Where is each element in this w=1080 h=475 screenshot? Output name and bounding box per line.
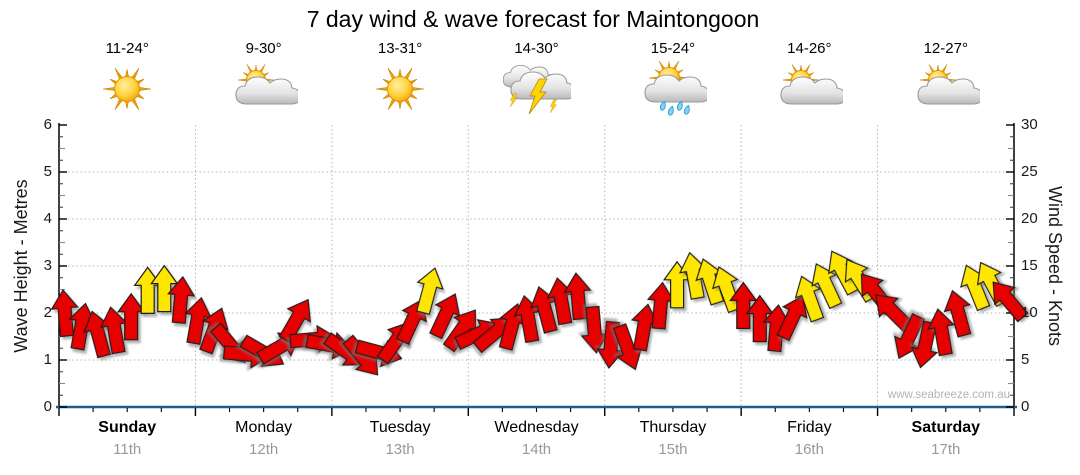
sun-behind-cloud-icon (917, 64, 980, 105)
wind-arrow (927, 308, 955, 357)
wind-arrow (50, 289, 79, 338)
day-name-label: Thursday (639, 419, 707, 436)
sun-behind-cloud-icon (235, 64, 298, 105)
showers-icon (644, 61, 707, 116)
weather-icon (502, 61, 571, 119)
day-date-label: 12th (249, 441, 279, 458)
temp-range-label: 14-30° (514, 40, 559, 57)
temp-range-label: 13-31° (377, 40, 423, 57)
y-axis-right-tick-label: 25 (1021, 163, 1038, 180)
weather-icon (775, 61, 844, 119)
sun-cloud-icon (235, 64, 298, 105)
day-date-label: 17th (931, 441, 961, 458)
day-name-label: Wednesday (494, 419, 579, 436)
sun-icon (376, 68, 425, 110)
day-name-label: Friday (787, 419, 832, 436)
y-axis-right-tick-label: 15 (1021, 257, 1038, 274)
y-axis-right-tick-label: 5 (1021, 351, 1030, 368)
wind-arrow (563, 272, 592, 321)
y-axis-right-tick-label: 10 (1021, 304, 1038, 321)
weather-icon (93, 61, 161, 119)
storm-icon (502, 64, 571, 115)
weather-icon (230, 61, 298, 119)
y-axis-left-tick-label: 0 (43, 398, 52, 415)
wind-arrow (794, 275, 825, 323)
y-axis-left-tick-label: 2 (43, 304, 52, 321)
watermark-link[interactable]: www.seabreeze.com.au (887, 389, 1010, 401)
y-axis-right-tick-label: 30 (1021, 116, 1038, 133)
wind-arrow (278, 298, 312, 344)
weather-icon (366, 61, 434, 119)
wind-arrow (910, 320, 939, 369)
sun-cloud-icon (780, 64, 844, 105)
day-date-label: 16th (794, 441, 824, 458)
sun-cloud-icon (917, 64, 980, 105)
sun-behind-cloud-icon (780, 64, 844, 105)
y-axis-left-tick-label: 3 (43, 257, 52, 274)
wind-arrow (416, 267, 444, 316)
wind-arrow (167, 275, 196, 324)
sun-cloud-rain-icon (644, 61, 707, 116)
y-axis-right-tick-label: 20 (1021, 210, 1038, 227)
y-axis-left-tick-label: 1 (43, 351, 52, 368)
storm-icon (502, 64, 571, 115)
temp-range-label: 11-24° (105, 40, 149, 57)
day-name-label: Saturday (911, 419, 981, 436)
sunny-icon (376, 68, 425, 110)
wind-arrow (893, 313, 926, 360)
day-name-label: Sunday (98, 419, 157, 436)
day-date-label: 14th (521, 441, 552, 458)
day-date-label: 13th (385, 441, 415, 458)
temp-range-label: 15-24° (650, 40, 696, 57)
y-axis-left-tick-label: 4 (43, 210, 52, 227)
y-axis-left-tick-label: 6 (43, 116, 52, 133)
weather-icon (912, 61, 980, 119)
y-axis-left-tick-label: 5 (43, 163, 52, 180)
day-name-label: Monday (235, 419, 293, 436)
wind-arrow (992, 281, 1029, 323)
temp-range-label: 12-27° (923, 40, 968, 57)
temp-range-label: 9-30° (245, 40, 282, 57)
chart-title: 7 day wind & wave forecast for Maintongo… (306, 6, 760, 32)
sun-icon (103, 68, 152, 110)
day-date-label: 15th (658, 441, 688, 458)
day-date-label: 11th (113, 441, 142, 458)
weather-icon (639, 61, 707, 119)
day-name-label: Tuesday (369, 419, 431, 436)
wind-arrow (811, 263, 843, 310)
wind-arrow (943, 289, 972, 338)
temp-range-label: 14-26° (787, 40, 832, 57)
sunny-icon (103, 68, 152, 110)
wind-arrow (776, 295, 808, 342)
wind-arrow (729, 281, 758, 330)
y-axis-right-tick-label: 0 (1021, 398, 1030, 415)
